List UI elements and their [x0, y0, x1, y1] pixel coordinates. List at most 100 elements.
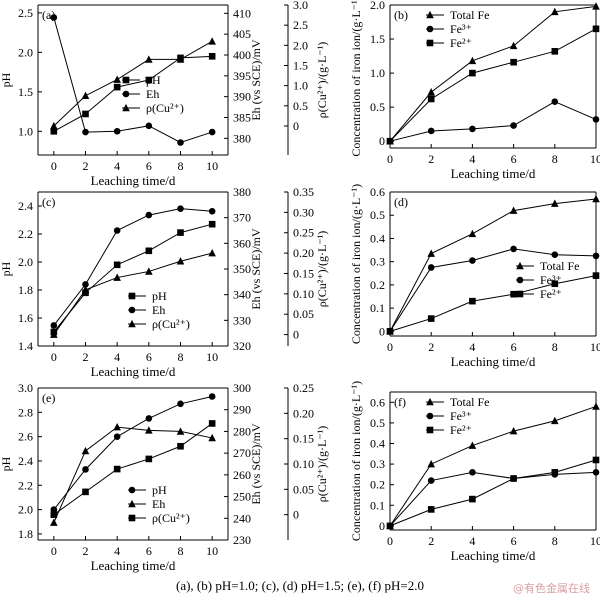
data-point [145, 247, 153, 255]
data-point [427, 459, 435, 468]
y-tick-label: 0.2 [370, 278, 385, 292]
data-point [386, 522, 394, 530]
series-line [389, 471, 597, 527]
data-point [82, 110, 89, 118]
y-tick-label: 1.0 [18, 124, 33, 138]
data-point [177, 205, 184, 212]
y-tick-label: 0 [293, 328, 299, 342]
legend-entry: ρ(Cu²⁺) [152, 317, 190, 331]
y-tick-label: 0.25 [293, 381, 314, 395]
y-tick-label: 0.4 [370, 436, 385, 450]
y-tick-label: 2.2 [18, 478, 33, 492]
x-tick-label: 2 [83, 159, 89, 173]
y-tick-label: 0 [293, 119, 299, 133]
series-line [389, 275, 597, 332]
y-tick-label: 0.10 [293, 457, 314, 471]
series-line [53, 252, 213, 335]
y-tick-label: 400 [233, 48, 251, 62]
data-point [50, 322, 58, 329]
y-tick-label: 270 [233, 446, 251, 460]
data-point [177, 442, 184, 450]
x-tick-label: 8 [552, 340, 558, 354]
y-tick-label: 0.1 [370, 301, 385, 315]
legend-marker [128, 306, 136, 314]
data-point [551, 251, 559, 259]
x-tick-label: 0 [387, 152, 393, 166]
legend-marker [128, 514, 136, 522]
y-tick-label: 1.0 [370, 66, 385, 80]
data-point [427, 127, 435, 135]
chart-panel-5: 0 2 4 6 8 10 Leaching time/d (f) 0 0.1 0.2 0.3 0.4 0.… [349, 381, 600, 563]
y-tick-label: 0.2 [370, 478, 385, 492]
data-point [145, 76, 153, 84]
y-tick-label: 2.2 [18, 227, 33, 241]
y-axis-label: Eh (vs SCE)/mV [249, 423, 263, 505]
legend-marker [516, 261, 524, 270]
y-tick-label: 340 [233, 288, 251, 302]
series-line [389, 248, 597, 332]
y-axis-label: pH [0, 261, 13, 276]
y-tick-label: 1.5 [370, 32, 385, 46]
y-tick-label: 0 [379, 519, 385, 533]
data-point [113, 433, 121, 440]
data-point [113, 422, 121, 431]
data-point [81, 285, 90, 294]
chart-panel-4: 0 2 4 6 8 10 Leaching time/d (e) 1.8 2.0 2.2 2.4 2.6… [0, 381, 329, 573]
data-point [145, 55, 153, 63]
y-tick-label: 0.5 [370, 208, 385, 222]
legend-marker [122, 103, 130, 112]
y-tick-label: 1.0 [293, 79, 308, 93]
data-point [50, 511, 58, 518]
legend-entry: Eh [152, 303, 165, 317]
legend-entry: Fe³⁺ [540, 273, 562, 287]
data-point [427, 477, 435, 484]
y-tick-label: 0.3 [370, 255, 385, 269]
legend-marker [426, 397, 434, 406]
data-point [427, 264, 435, 271]
x-tick-label: 4 [114, 544, 120, 558]
data-point [509, 427, 518, 435]
y-axis-label: Concentration of iron ion/(g·L⁻¹) [349, 0, 363, 157]
y-tick-label: 0.3 [370, 457, 385, 471]
data-point [208, 207, 216, 215]
data-point [177, 400, 184, 408]
x-tick-label: 8 [552, 534, 558, 548]
data-point [510, 58, 517, 66]
y-tick-label: 0.15 [293, 432, 314, 446]
legend-entry: ρ(Cu²⁺) [146, 101, 184, 115]
y-tick-label: 0.35 [293, 185, 314, 199]
data-point [510, 475, 517, 482]
y-tick-label: 1.8 [18, 283, 33, 297]
legend-marker [426, 426, 434, 434]
data-point [145, 122, 153, 130]
y-tick-label: 260 [233, 468, 251, 482]
legend-entry: Fe³⁺ [450, 409, 472, 423]
y-axis-label: Eh (vs SCE)/mV [249, 228, 263, 310]
y-tick-label: 0.6 [370, 395, 385, 409]
y-tick-label: 395 [233, 69, 251, 83]
x-tick-label: 4 [469, 340, 475, 354]
data-point [427, 95, 435, 103]
y-tick-label: 0.05 [293, 482, 314, 496]
data-point [427, 506, 435, 513]
data-point [81, 91, 90, 100]
y-tick-label: 2.5 [293, 18, 308, 32]
y-axis-label: Concentration of iron ion/(g·L⁻¹) [349, 184, 363, 344]
data-point [113, 127, 121, 135]
data-point [592, 272, 600, 279]
y-tick-label: 3.0 [293, 0, 308, 12]
data-point [468, 56, 477, 65]
x-tick-label: 0 [51, 544, 57, 558]
y-tick-label: 1.6 [18, 311, 33, 325]
y-tick-label: 1.8 [18, 527, 33, 541]
y-tick-label: 0.5 [370, 100, 385, 114]
data-point [82, 128, 89, 136]
data-point [592, 402, 600, 410]
data-point [592, 194, 600, 203]
x-axis-label: Leaching time/d [91, 173, 176, 188]
x-tick-label: 8 [552, 152, 558, 166]
watermark: @有色金属在线 [513, 582, 590, 595]
